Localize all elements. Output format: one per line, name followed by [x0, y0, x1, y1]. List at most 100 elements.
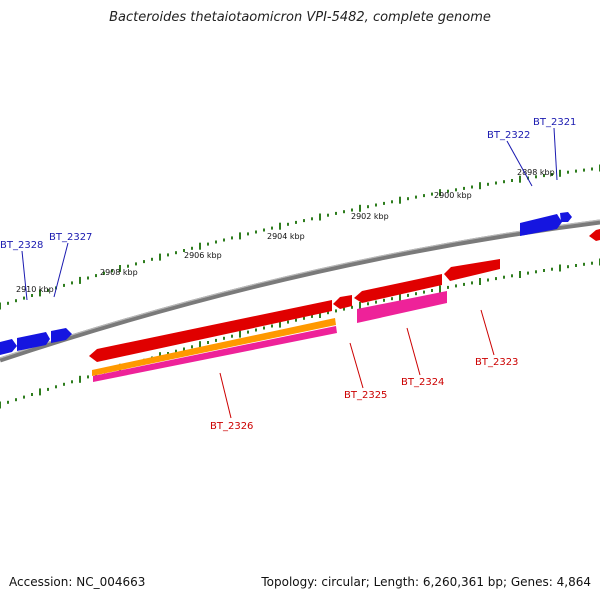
- inner-tick: [23, 395, 25, 399]
- inner-tick: [167, 352, 169, 355]
- outer-tick: [159, 253, 161, 261]
- inner-tick: [487, 278, 489, 282]
- outer-tick: [583, 168, 585, 172]
- gene-label-bt2323[interactable]: BT_2323: [475, 357, 518, 368]
- genome-backbone-highlight: [0, 219, 600, 359]
- inner-tick: [263, 326, 265, 330]
- outer-tick: [439, 189, 441, 197]
- gene-label-bt2325[interactable]: BT_2325: [344, 390, 387, 401]
- tick-label-2904: 2904 kbp: [267, 232, 305, 241]
- gene-arrow-bt2326[interactable]: [89, 300, 332, 362]
- inner-tick: [327, 311, 329, 315]
- outer-tick: [295, 220, 297, 224]
- genome-summary-text: Topology: circular; Length: 6,260,361 bp…: [261, 575, 591, 589]
- outer-tick: [191, 246, 193, 250]
- inner-tick: [399, 293, 401, 301]
- inner-tick: [335, 309, 337, 313]
- leader-bt2321: [553, 127, 558, 181]
- outer-tick: [415, 195, 417, 199]
- gene-arrow-partial[interactable]: [0, 339, 17, 355]
- outer-tick: [319, 213, 321, 221]
- inner-tick: [207, 341, 209, 344]
- outer-tick: [303, 219, 305, 223]
- inner-tick: [551, 267, 553, 271]
- accession-text: Accession: NC_004663: [9, 575, 146, 589]
- outer-tick: [183, 249, 185, 252]
- inner-tick: [415, 292, 417, 296]
- inner-tick: [471, 281, 473, 285]
- outer-tick: [111, 269, 113, 273]
- inner-tick: [447, 285, 449, 289]
- inner-tick: [503, 275, 505, 279]
- inner-tick: [215, 338, 217, 342]
- leader-bt2326: [219, 372, 232, 419]
- inner-tick: [351, 305, 353, 309]
- map-title: Bacteroides thetaiotaomicron VPI-5482, c…: [109, 10, 491, 25]
- outer-tick: [15, 299, 17, 303]
- outer-tick: [199, 242, 201, 250]
- outer-tick: [119, 265, 121, 272]
- inner-tick: [303, 316, 305, 320]
- gene-arrow-bt2323[interactable]: [444, 259, 500, 281]
- outer-tick: [559, 169, 561, 177]
- gene-label-bt2321[interactable]: BT_2321: [533, 117, 576, 128]
- pink-feature-bt2324[interactable]: [357, 291, 447, 323]
- inner-tick: [431, 289, 433, 292]
- gene-label-bt2322[interactable]: BT_2322: [487, 130, 530, 141]
- gene-arrow-bt2321[interactable]: [560, 212, 572, 222]
- genome-backbone: [0, 219, 600, 363]
- gene-label-bt2326[interactable]: BT_2326: [210, 421, 253, 432]
- outer-tick: [143, 260, 145, 264]
- outer-tick: [7, 301, 9, 305]
- outer-tick: [79, 276, 81, 284]
- outer-tick: [47, 288, 49, 292]
- gene-arrow-edge[interactable]: [589, 229, 600, 241]
- gene-arrow-bt2325[interactable]: [333, 295, 352, 309]
- gene-arrow-bt2322[interactable]: [520, 214, 562, 236]
- gene-arrow-bt2328[interactable]: [17, 332, 50, 351]
- outer-tick: [359, 204, 361, 212]
- outer-tick: [423, 194, 425, 198]
- outer-tick: [511, 179, 513, 182]
- outer-tick: [479, 182, 481, 190]
- outer-tick: [567, 170, 569, 174]
- outer-tick: [391, 200, 393, 204]
- inner-tick: [15, 398, 17, 402]
- inner-tick: [255, 328, 257, 332]
- gene-arrow-bt2324[interactable]: [354, 274, 442, 303]
- inner-tick: [31, 393, 33, 396]
- inner-tick: [519, 271, 521, 278]
- outer-tick: [383, 201, 385, 205]
- inner-tick: [535, 270, 537, 274]
- gene-label-bt2324[interactable]: BT_2324: [401, 377, 444, 388]
- tick-label-2906: 2906 kbp: [184, 251, 222, 260]
- gene-label-bt2327[interactable]: BT_2327: [49, 232, 92, 243]
- leader-bt2322: [506, 140, 533, 187]
- outer-tick: [543, 174, 545, 178]
- outer-tick: [575, 169, 577, 173]
- inner-tick: [407, 293, 409, 297]
- inner-tick: [423, 290, 425, 294]
- outer-tick: [343, 210, 345, 214]
- inner-tick: [543, 269, 545, 272]
- outer-tick: [399, 196, 401, 204]
- inner-tick: [375, 300, 377, 304]
- gene-arrow-bt2327[interactable]: [51, 328, 72, 343]
- inner-tick: [591, 261, 593, 265]
- inner-tick: [87, 375, 89, 379]
- outer-tick: [591, 167, 593, 171]
- inner-tick: [63, 382, 65, 386]
- outer-tick: [495, 181, 497, 185]
- outer-tick: [127, 264, 129, 268]
- gene-label-bt2328[interactable]: BT_2328: [0, 240, 43, 251]
- outer-tick: [39, 289, 41, 297]
- outer-tick: [487, 182, 489, 186]
- pink-feature-bt2326[interactable]: [93, 326, 337, 382]
- inner-tick: [47, 387, 49, 391]
- inner-tick: [439, 285, 441, 293]
- outer-tick: [351, 208, 353, 212]
- inner-tick: [511, 274, 513, 278]
- outer-tick: [447, 189, 449, 193]
- orange-feature-bt2326[interactable]: [92, 318, 336, 376]
